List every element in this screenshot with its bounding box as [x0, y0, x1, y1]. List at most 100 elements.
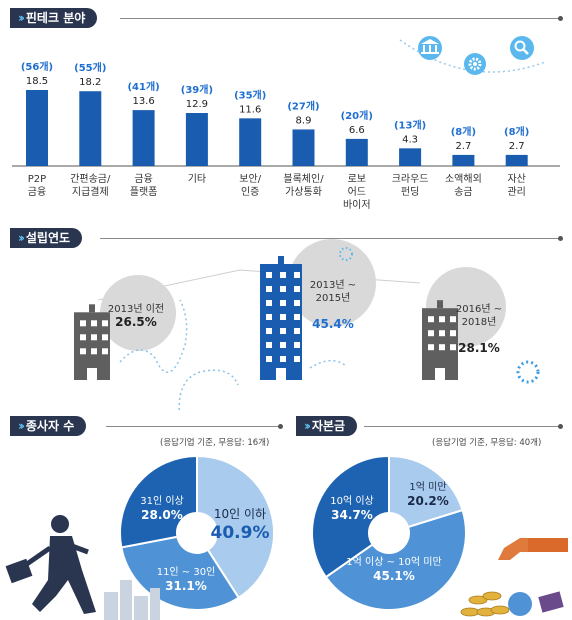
- building-window: [294, 328, 300, 334]
- x-tick-label: 플랫폼: [130, 186, 158, 198]
- bar-value-label: 2.7: [455, 141, 471, 152]
- building-window: [450, 316, 456, 323]
- bar: [399, 148, 422, 166]
- x-tick-label: 보안/: [239, 173, 261, 185]
- loading-spinner-icon: [516, 360, 540, 384]
- building-window: [439, 330, 445, 337]
- building-window: [450, 330, 456, 337]
- building-door: [276, 368, 286, 380]
- bar-count-label: (20개): [341, 109, 373, 122]
- building-window: [266, 328, 272, 334]
- businessman-head: [51, 515, 69, 533]
- x-tick-label: 어드: [348, 186, 366, 198]
- era-bubble: [288, 239, 376, 327]
- bar: [505, 154, 528, 166]
- fintech-decoration: [399, 36, 546, 75]
- pie-value-label: 31.1%: [165, 579, 207, 593]
- building-window: [266, 356, 272, 362]
- building-window: [294, 356, 300, 362]
- sleeve-icon: [528, 538, 568, 552]
- era-value: 26.5%: [115, 315, 157, 329]
- building-window: [266, 286, 272, 292]
- building-window: [280, 300, 286, 306]
- era-category: 2016년 ~ 2018년: [455, 304, 503, 328]
- x-tick-label: 바이저: [343, 199, 371, 211]
- x-tick-label: 지급결제: [72, 186, 109, 198]
- pie-value-label: 40.9%: [211, 523, 270, 543]
- pie-value-label: 20.2%: [407, 494, 449, 508]
- employees-note: (응답기업 기준, 무응답: 16개): [160, 438, 270, 448]
- building-window: [266, 272, 272, 278]
- bar-count-label: (56개): [21, 60, 53, 73]
- bar: [132, 110, 155, 166]
- building-window: [266, 342, 272, 348]
- bar: [452, 154, 475, 166]
- building-window: [294, 272, 300, 278]
- bar-count-label: (41개): [127, 80, 159, 93]
- businessman-arm: [71, 543, 89, 555]
- section-header-employees: ›› 종사자 수: [10, 416, 87, 436]
- building-window: [439, 344, 445, 351]
- building-window: [280, 356, 286, 362]
- bar-count-label: (8개): [504, 125, 529, 138]
- bar-value-label: 18.2: [79, 77, 101, 88]
- section-title: 자본금: [311, 419, 346, 433]
- bar-count-label: (39개): [181, 83, 213, 96]
- x-tick-label: 인증: [241, 186, 259, 198]
- x-tick-label: 송금: [454, 186, 472, 198]
- x-tick-label: 소액해외: [445, 172, 482, 185]
- gear-icon: [464, 53, 486, 75]
- x-tick-label: 로보: [348, 173, 366, 185]
- building-window: [294, 314, 300, 320]
- section-header-capital: ›› 자본금: [296, 416, 358, 436]
- bar-value-label: 12.9: [186, 99, 208, 110]
- money-bill-icon: [538, 591, 564, 613]
- building-window: [280, 342, 286, 348]
- businessman-body-icon: [32, 536, 96, 614]
- founded-year-chart: [74, 239, 540, 410]
- bar: [185, 113, 208, 166]
- bar-count-label: (35개): [234, 88, 266, 101]
- era-label-before-2013: 2013년 이전 26.5%: [96, 303, 176, 329]
- coin-icon: [460, 607, 480, 617]
- chevron-icon: ››: [18, 11, 25, 25]
- pie-slice: [119, 454, 198, 549]
- skyline-building: [120, 580, 132, 620]
- divider-dot: [278, 424, 283, 429]
- divider-dot: [558, 424, 563, 429]
- building-window: [80, 334, 86, 341]
- businessman-arm: [22, 545, 52, 569]
- chevron-icon: ››: [304, 419, 311, 433]
- dotted-path: [178, 369, 239, 410]
- pie-slice-label: 1억 이상 ~ 10억 미만: [346, 556, 441, 568]
- pie-slice-label: 10억 이상: [330, 495, 374, 507]
- divider: [364, 426, 560, 427]
- pie-slice: [324, 508, 467, 611]
- capital-note: (응답기업 기준, 무응답: 40개): [432, 438, 542, 448]
- bar-count-label: (27개): [287, 99, 319, 112]
- divider: [100, 238, 560, 239]
- bar: [26, 90, 48, 166]
- x-tick-label: 크라우드: [392, 173, 429, 185]
- era-value: 28.1%: [458, 341, 500, 355]
- bar-value-label: 18.5: [26, 76, 48, 87]
- era-category: 2013년 ~ 2015년: [309, 280, 357, 304]
- building-window: [91, 334, 97, 341]
- x-tick-label: 금융: [28, 186, 46, 198]
- building-antenna: [278, 256, 284, 264]
- building-window: [91, 348, 97, 355]
- dotted-path: [309, 359, 346, 369]
- x-tick-label: 관리: [507, 186, 525, 198]
- building-window: [450, 344, 456, 351]
- building-window: [91, 320, 97, 327]
- building-window: [266, 314, 272, 320]
- pie-value-label: 34.7%: [331, 508, 373, 522]
- building-window: [428, 316, 434, 323]
- bar-count-label: (55개): [74, 61, 106, 74]
- building-window: [80, 348, 86, 355]
- skyline-building: [134, 596, 148, 620]
- era-label-2016-2018: 2016년 ~ 2018년 28.1%: [434, 290, 524, 368]
- bar: [345, 138, 368, 166]
- pie-slice: [388, 454, 464, 529]
